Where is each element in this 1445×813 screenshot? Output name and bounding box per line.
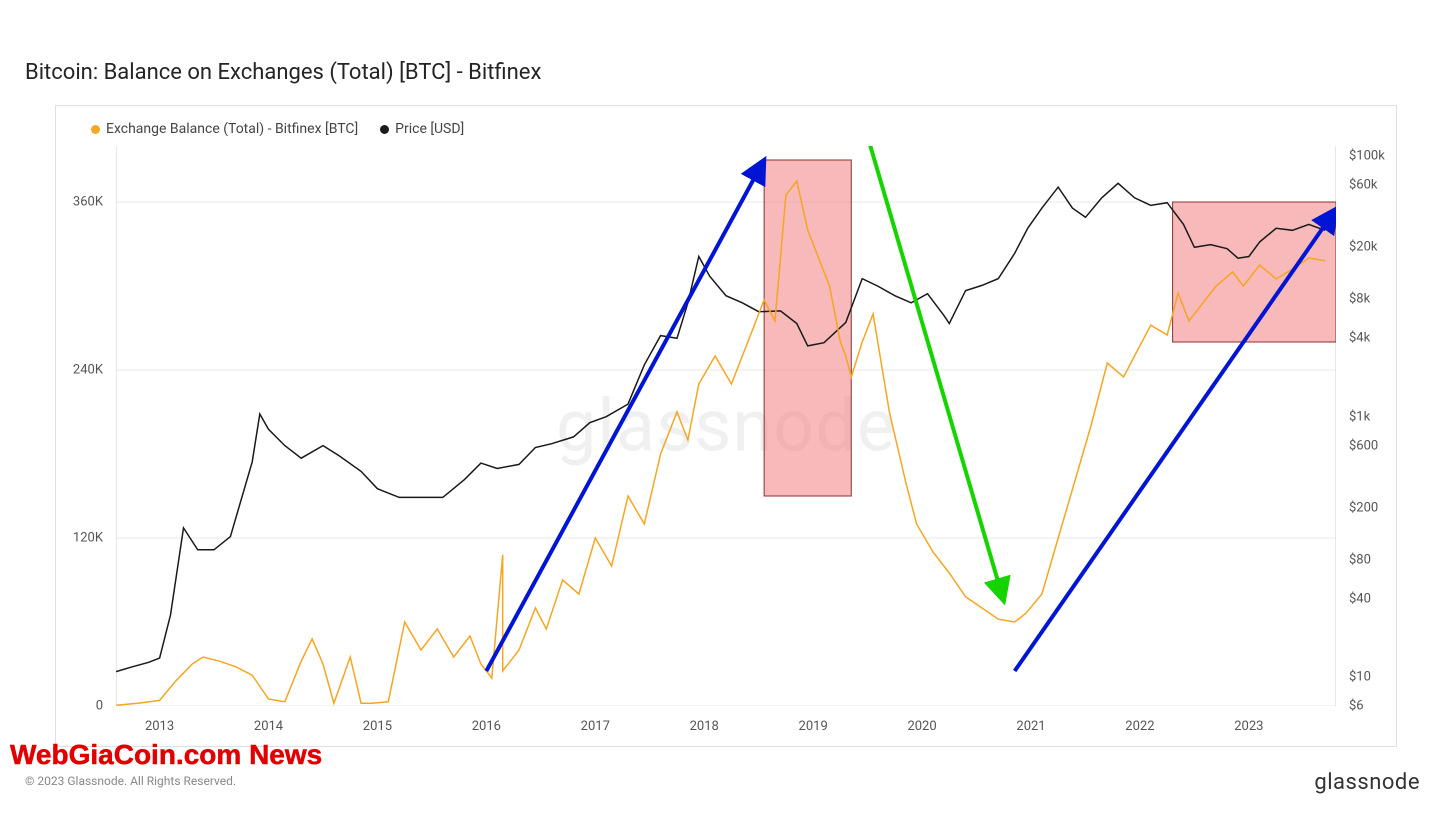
y-axis-right-labels: $6$10$40$80$200$600$1k$4k$8k$20k$60k$100… (1341, 146, 1396, 706)
plot-area: glassnode (116, 146, 1336, 706)
legend-item-price: Price [USD] (380, 121, 464, 137)
chart-svg (116, 146, 1336, 706)
chart-title: Bitcoin: Balance on Exchanges (Total) [B… (25, 60, 541, 85)
chart-frame: Exchange Balance (Total) - Bitfinex [BTC… (55, 105, 1397, 747)
legend-label-balance: Exchange Balance (Total) - Bitfinex [BTC… (106, 121, 358, 137)
legend-dot-price (380, 125, 389, 134)
legend: Exchange Balance (Total) - Bitfinex [BTC… (91, 121, 464, 137)
legend-label-price: Price [USD] (395, 121, 464, 137)
news-overlay: WebGiaCoin.com News (10, 739, 322, 771)
brand-logo: glassnode (1314, 770, 1420, 795)
y-axis-left-labels: 0120K240K360K (56, 146, 111, 706)
legend-dot-balance (91, 125, 100, 134)
chart-container: Bitcoin: Balance on Exchanges (Total) [B… (0, 0, 1445, 813)
legend-item-balance: Exchange Balance (Total) - Bitfinex [BTC… (91, 121, 358, 137)
copyright: © 2023 Glassnode. All Rights Reserved. (25, 774, 236, 788)
